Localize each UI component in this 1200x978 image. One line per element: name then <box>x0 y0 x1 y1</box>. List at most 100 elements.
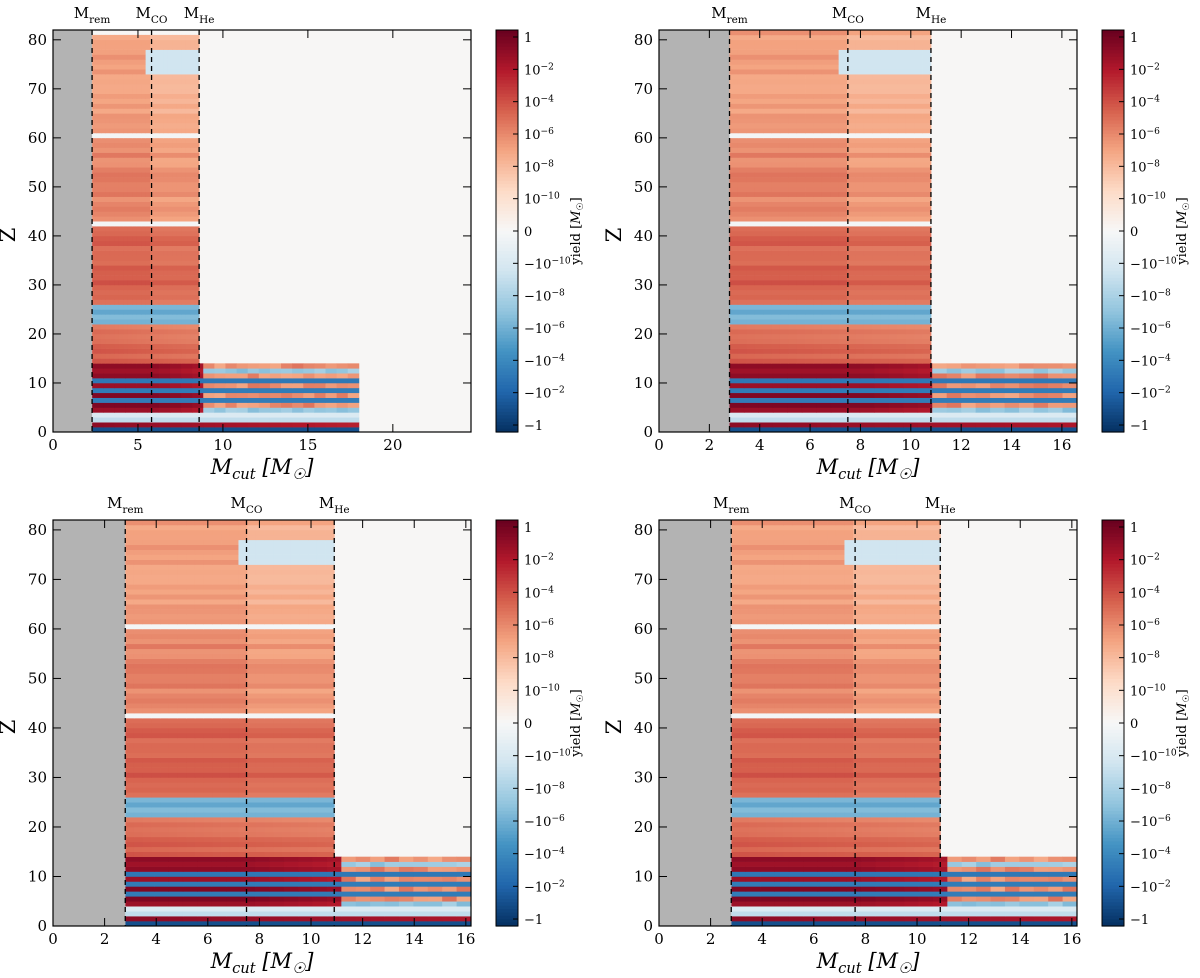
heatmap-cell <box>101 181 106 188</box>
heatmap-cell <box>729 167 739 173</box>
heatmap-cell <box>177 826 187 833</box>
heatmap-cell <box>141 162 147 168</box>
heatmap-cell <box>182 886 198 892</box>
colorbar-segment <box>496 294 518 299</box>
heatmap-cell <box>805 69 814 75</box>
heatmap-cell <box>151 851 161 857</box>
heatmap-cell <box>141 299 147 305</box>
heatmap-cell <box>181 333 187 340</box>
heatmap-cell <box>347 407 360 413</box>
heatmap-cell <box>847 162 856 168</box>
heatmap-cell <box>805 275 814 281</box>
heatmap-cell <box>160 787 170 793</box>
heatmap-cell <box>821 88 831 95</box>
heatmap-cell <box>796 103 806 109</box>
heatmap-cell <box>114 221 120 227</box>
heatmap-cell <box>176 64 182 70</box>
heatmap-cell <box>788 275 798 281</box>
colorbar-tick-label: −10−4 <box>1130 353 1171 369</box>
heatmap-cell <box>96 348 102 354</box>
heatmap-cell <box>226 916 241 922</box>
heatmap-cell <box>855 211 865 217</box>
heatmap-cell <box>194 294 200 300</box>
heatmap-cell <box>172 157 178 163</box>
heatmap-cell <box>788 270 798 276</box>
heatmap-cell <box>172 294 178 300</box>
heatmap-cell <box>917 387 933 394</box>
colorbar-segment <box>1102 157 1124 162</box>
heatmap-cell <box>830 167 840 173</box>
colorbar-segment <box>1102 130 1124 135</box>
heatmap-cell <box>746 294 756 300</box>
heatmap-cell <box>427 911 443 917</box>
heatmap-cell <box>779 260 789 266</box>
heatmap-cell <box>139 911 155 917</box>
heatmap-cell <box>181 74 187 80</box>
heatmap-cell <box>194 231 200 237</box>
heatmap-cell <box>190 329 196 335</box>
heatmap-cell <box>805 255 814 261</box>
heatmap-cell <box>247 397 260 403</box>
colorbar-segment <box>496 56 518 61</box>
heatmap-cell <box>163 294 169 300</box>
heatmap-cell <box>788 348 798 354</box>
heatmap-cell <box>905 191 915 197</box>
heatmap-cell <box>771 64 781 70</box>
heatmap-cell <box>427 921 443 927</box>
heatmap-cell <box>796 235 806 242</box>
heatmap-cell <box>754 93 764 99</box>
heatmap-cell <box>845 363 861 369</box>
heatmap-cell <box>194 221 200 227</box>
heatmap-cell <box>176 34 182 41</box>
heatmap-cell <box>855 88 865 95</box>
heatmap-cell <box>150 132 155 139</box>
heatmap-cell <box>754 343 764 349</box>
heatmap-cell <box>855 309 865 315</box>
heatmap-cell <box>737 59 747 65</box>
heatmap-cell <box>177 797 187 803</box>
heatmap-cell <box>855 59 865 65</box>
heatmap-cell <box>888 382 904 389</box>
heatmap-cell <box>145 83 151 90</box>
colorbar-segment <box>1102 408 1124 413</box>
heatmap-cell <box>737 147 747 153</box>
heatmap-cell <box>132 172 138 178</box>
heatmap-cell <box>905 284 915 291</box>
colorbar-segment <box>496 80 518 85</box>
colorbar-segment <box>1102 30 1124 34</box>
heatmap-cell <box>158 427 171 433</box>
heatmap-cell <box>805 201 814 207</box>
heatmap-cell <box>1048 417 1063 423</box>
heatmap-cell <box>172 118 178 124</box>
heatmap-cell <box>154 921 169 927</box>
heatmap-cell <box>821 299 831 305</box>
heatmap-cell <box>805 98 814 104</box>
heatmap-cell <box>821 348 831 354</box>
heatmap-cell <box>190 59 196 65</box>
heatmap-cell <box>169 417 182 423</box>
heatmap-cell <box>326 901 342 907</box>
heatmap-cell <box>101 74 106 80</box>
heatmap-cell <box>847 98 856 104</box>
heatmap-cell <box>109 191 115 197</box>
heatmap-cell <box>821 59 831 65</box>
heatmap-cell <box>158 231 164 237</box>
heatmap-cell <box>312 906 328 912</box>
heatmap-cell <box>154 871 169 877</box>
heatmap-cell <box>746 157 756 163</box>
heatmap-cell <box>151 812 161 818</box>
heatmap-cell <box>729 382 745 389</box>
heatmap-cell <box>136 74 142 80</box>
heatmap-cell <box>172 216 178 222</box>
heatmap-cell <box>847 226 856 232</box>
heatmap-cell <box>427 891 443 897</box>
heatmap-cell <box>830 137 840 144</box>
heatmap-cell <box>796 49 806 55</box>
heatmap-cell <box>341 896 357 902</box>
heatmap-cell <box>456 906 472 912</box>
heatmap-cell <box>737 343 747 349</box>
heatmap-cell <box>341 856 357 862</box>
heatmap-cell <box>961 397 977 403</box>
heatmap-cell <box>194 132 200 139</box>
heatmap-cell <box>754 108 764 114</box>
